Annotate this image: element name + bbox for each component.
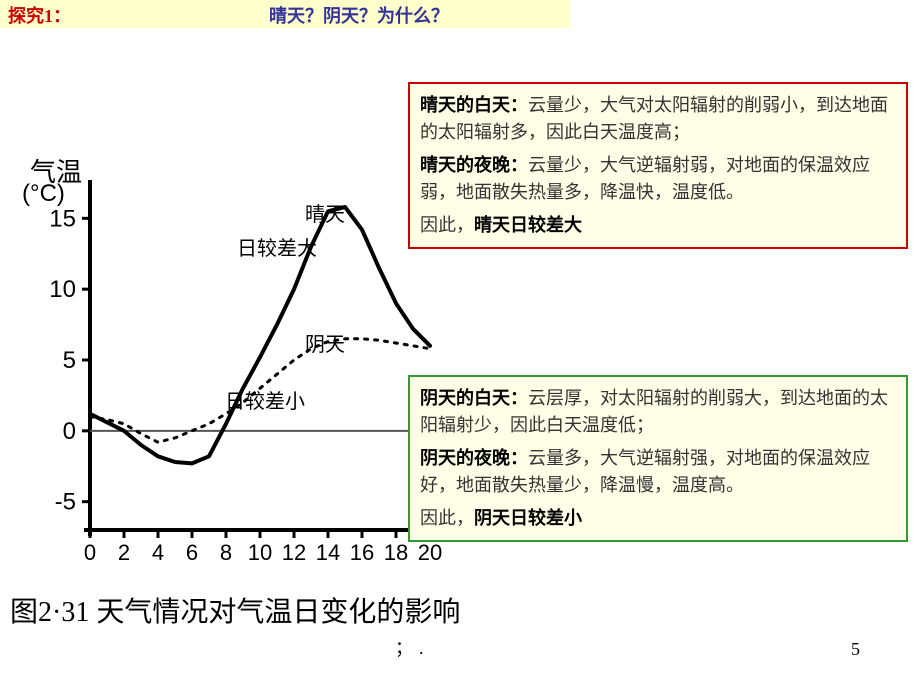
cloudy-night-bold: 阴天的夜晚：	[420, 448, 528, 468]
range-small-label: 日较差小	[225, 385, 305, 414]
svg-text:2: 2	[118, 540, 130, 565]
svg-text:6: 6	[186, 540, 198, 565]
svg-text:16: 16	[350, 540, 374, 565]
cloudy-day-bold: 阴天的白天：	[420, 388, 528, 408]
sunny-explanation-box: 晴天的白天：云量少，大气对太阳辐射的削弱小，到达地面的太阳辐射多，因此白天温度高…	[408, 82, 908, 249]
y-axis-label-2: (°C)	[22, 180, 65, 208]
sunny-night-bold: 晴天的夜晚：	[420, 155, 528, 175]
cloudy-line-label: 阴天	[305, 328, 345, 357]
header-left-text: 探究1：	[0, 0, 79, 28]
svg-text:8: 8	[220, 540, 232, 565]
svg-text:18: 18	[384, 540, 408, 565]
cloudy-day-text: 阴天的白天：云层厚，对太阳辐射的削弱大，到达地面的太阳辐射少，因此白天温度低；	[420, 385, 896, 439]
svg-text:10: 10	[248, 540, 272, 565]
sunny-conclusion: 因此，晴天日较差大	[420, 212, 896, 239]
svg-text:-5: -5	[55, 489, 76, 516]
sunny-conc-bold: 晴天日较差大	[474, 215, 582, 235]
header-right-text: 晴天？阴天？为什么？	[79, 0, 449, 28]
svg-text:0: 0	[84, 540, 96, 565]
temperature-chart: -505101502468101214161820 气温 (°C) 晴天 日较差…	[10, 150, 450, 590]
cloudy-conclusion: 因此，阴天日较差小	[420, 505, 896, 532]
sunny-line-label: 晴天	[305, 198, 345, 227]
header-strip: 探究1： 晴天？阴天？为什么？	[0, 0, 570, 28]
sunny-day-text: 晴天的白天：云量少，大气对太阳辐射的削弱小，到达地面的太阳辐射多，因此白天温度高…	[420, 92, 896, 146]
sunny-night-text: 晴天的夜晚：云量少，大气逆辐射弱，对地面的保温效应弱，地面散失热量多，降温快，温…	[420, 152, 896, 206]
svg-text:12: 12	[282, 540, 306, 565]
footer-dots: ；.	[395, 634, 430, 660]
sunny-day-bold: 晴天的白天：	[420, 95, 528, 115]
svg-text:15: 15	[49, 205, 76, 232]
chart-caption: 图2·31 天气情况对气温日变化的影响	[10, 590, 460, 630]
svg-text:0: 0	[63, 418, 76, 445]
sunny-conc-pre: 因此，	[420, 215, 474, 235]
svg-text:10: 10	[49, 276, 76, 303]
svg-text:5: 5	[63, 347, 76, 374]
cloudy-night-text: 阴天的夜晚：云量多，大气逆辐射强，对地面的保温效应好，地面散失热量少，降温慢，温…	[420, 445, 896, 499]
page-number: 5	[851, 639, 860, 660]
range-big-label: 日较差大	[237, 232, 317, 261]
svg-text:14: 14	[316, 540, 340, 565]
cloudy-conc-bold: 阴天日较差小	[474, 508, 582, 528]
cloudy-conc-pre: 因此，	[420, 508, 474, 528]
cloudy-explanation-box: 阴天的白天：云层厚，对太阳辐射的削弱大，到达地面的太阳辐射少，因此白天温度低； …	[408, 375, 908, 542]
svg-text:20: 20	[418, 540, 442, 565]
svg-text:4: 4	[152, 540, 164, 565]
